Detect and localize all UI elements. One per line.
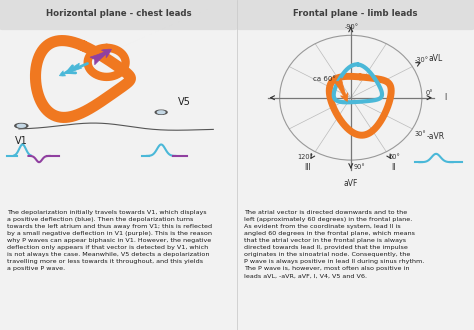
Ellipse shape <box>15 123 28 128</box>
Text: Frontal plane - limb leads: Frontal plane - limb leads <box>293 9 418 18</box>
Text: 120°: 120° <box>297 154 313 160</box>
Text: II: II <box>391 163 396 172</box>
Ellipse shape <box>17 124 26 127</box>
Text: Horizontal plane - chest leads: Horizontal plane - chest leads <box>46 9 191 18</box>
Text: 90°: 90° <box>353 164 365 170</box>
Text: 0°: 0° <box>426 89 433 95</box>
Text: The depolarization initially travels towards V1, which displays
a positive defle: The depolarization initially travels tow… <box>7 210 212 271</box>
Text: -30°: -30° <box>415 57 429 63</box>
Ellipse shape <box>155 110 167 115</box>
Text: ca 60°: ca 60° <box>313 76 336 82</box>
Text: V5: V5 <box>178 97 191 107</box>
Text: III: III <box>305 163 311 172</box>
Text: 30°: 30° <box>415 131 427 137</box>
Text: V1: V1 <box>15 136 27 146</box>
FancyBboxPatch shape <box>236 0 474 30</box>
Text: -90°: -90° <box>345 24 359 30</box>
Text: 60°: 60° <box>389 154 401 160</box>
Text: -aVR: -aVR <box>427 132 445 141</box>
FancyBboxPatch shape <box>0 0 238 30</box>
Text: aVF: aVF <box>344 179 358 188</box>
Ellipse shape <box>157 111 165 114</box>
Text: aVL: aVL <box>429 54 443 63</box>
Text: The atrial vector is directed downwards and to the
left (approximately 60 degree: The atrial vector is directed downwards … <box>244 210 424 278</box>
Text: I: I <box>445 93 447 102</box>
